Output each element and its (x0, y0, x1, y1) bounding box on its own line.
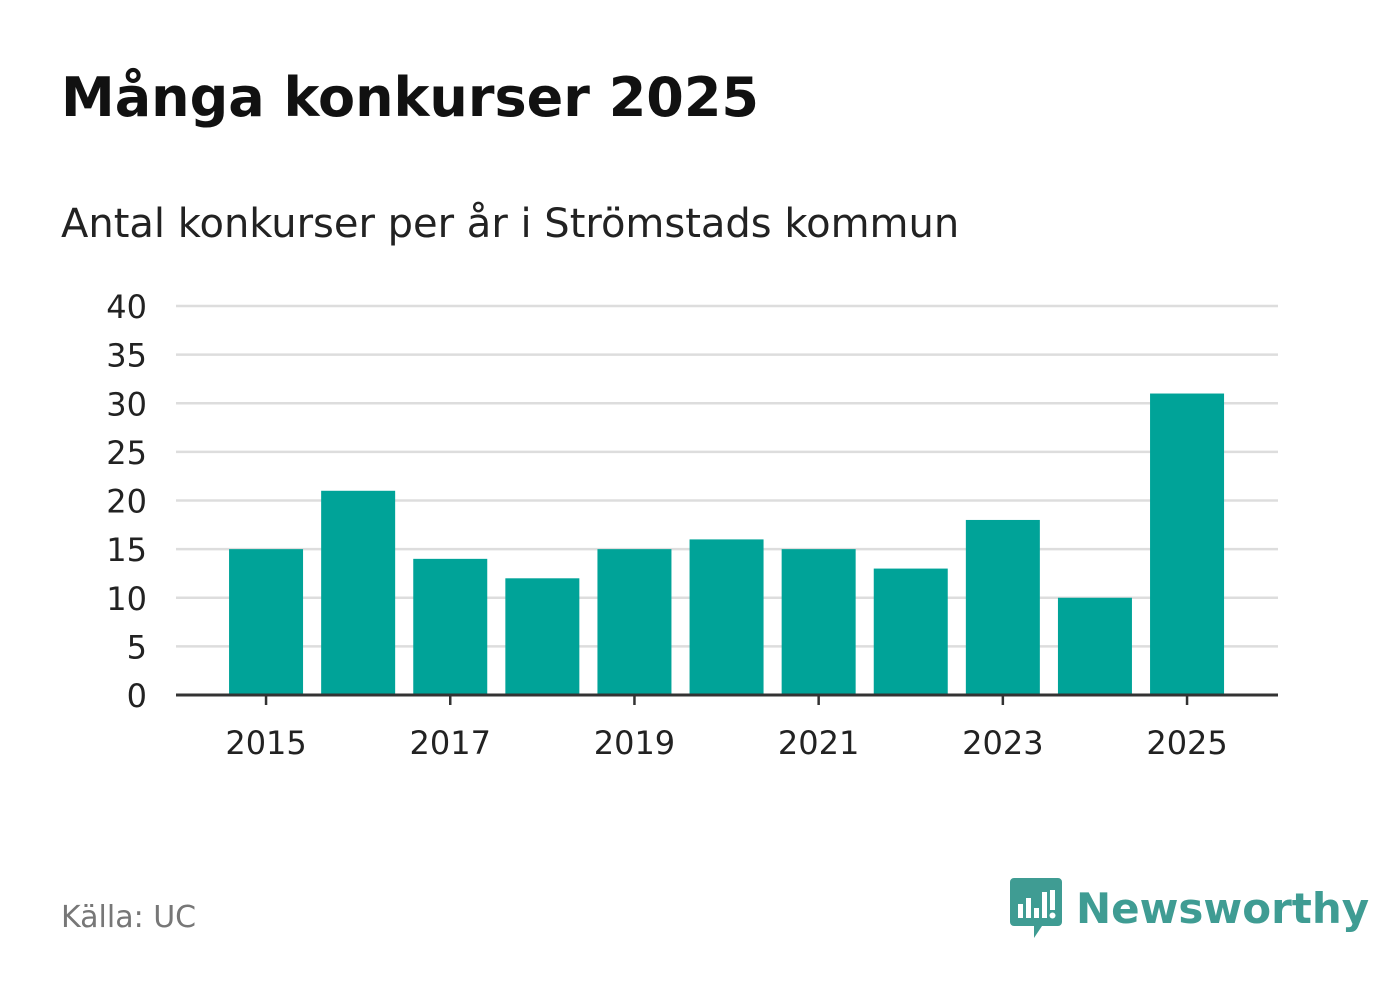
bar-2015 (229, 549, 304, 695)
bar-2017 (413, 558, 488, 695)
source-label: Källa: UC (61, 900, 197, 935)
bar-2020 (689, 539, 764, 695)
bar-2016 (321, 490, 396, 695)
chart-speech-bubble-icon (1010, 878, 1062, 938)
chart-subtitle: Antal konkurser per år i Strömstads komm… (61, 201, 960, 247)
y-axis-ticks: 0 5 10 15 20 25 30 35 40 (106, 288, 147, 715)
y-tick-label: 25 (106, 434, 147, 472)
x-tick-label: 2015 (225, 724, 306, 762)
brand-logo: Newsworthy (1010, 878, 1369, 940)
bar-2024 (1057, 597, 1132, 695)
bar-2018 (505, 578, 580, 695)
x-tick-label: 2021 (778, 724, 859, 762)
x-tick-label: 2017 (410, 724, 491, 762)
bars (229, 393, 1225, 695)
y-tick-label: 40 (106, 288, 147, 326)
y-tick-label: 15 (106, 531, 147, 569)
y-tick-label: 5 (127, 628, 147, 666)
x-tick-label: 2025 (1146, 724, 1227, 762)
bar-2019 (597, 549, 672, 695)
x-axis-ticks: 2015 2017 2019 2021 2023 2025 (225, 695, 1228, 762)
y-tick-label: 20 (106, 483, 147, 521)
brand-name: Newsworthy (1076, 884, 1370, 933)
y-tick-label: 30 (106, 385, 147, 423)
bar-2021 (781, 549, 856, 695)
y-tick-label: 35 (106, 337, 147, 375)
y-tick-label: 0 (127, 677, 147, 715)
bar-2023 (965, 519, 1040, 695)
x-tick-label: 2019 (594, 724, 675, 762)
bar-2025 (1150, 393, 1225, 695)
x-tick-label: 2023 (962, 724, 1043, 762)
bar-2022 (873, 568, 948, 695)
y-tick-label: 10 (106, 580, 147, 618)
chart-title: Många konkurser 2025 (61, 66, 759, 129)
